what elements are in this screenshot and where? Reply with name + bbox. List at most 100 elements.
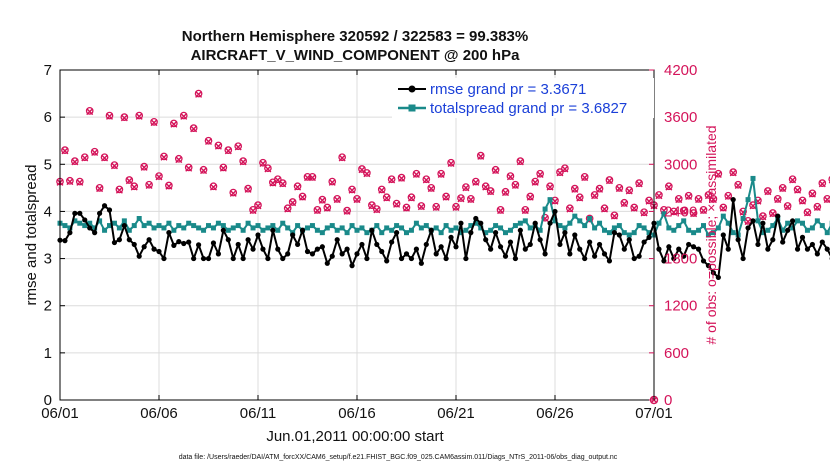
obs-assimilated-point	[115, 186, 123, 194]
obs-assimilated-point	[125, 177, 133, 185]
obs-possible-point	[254, 201, 262, 209]
rmse-point	[656, 246, 662, 252]
data-file-footer: data file: /Users/raeder/DAI/ATM_forcXX/…	[179, 454, 618, 461]
y-tick-label: 3	[44, 251, 52, 268]
axis-ticks	[59, 69, 655, 401]
totalspread-point	[790, 225, 796, 231]
obs-assimilated-point	[378, 186, 386, 194]
rmse-point	[280, 255, 286, 262]
rmse-point	[418, 260, 424, 266]
obs-possible-point	[229, 188, 238, 197]
obs-possible-point	[664, 182, 673, 191]
totalspread-point	[567, 220, 573, 226]
obs-possible-point	[392, 199, 401, 208]
obs-possible-point	[476, 151, 485, 160]
obs-assimilated-point	[91, 149, 99, 156]
obs-assimilated-point	[556, 169, 564, 177]
obs-assimilated-point	[492, 167, 500, 175]
obs-possible-point	[293, 182, 302, 191]
obs-possible-point	[486, 187, 495, 195]
obs-possible-point	[402, 203, 411, 212]
totalspread-point	[572, 213, 578, 219]
rmse-point	[200, 255, 207, 262]
obs-possible-point	[531, 177, 540, 186]
rmse-point	[364, 255, 370, 262]
rmse-point	[215, 251, 221, 257]
rmse-point	[814, 251, 820, 257]
obs-possible-point	[95, 184, 104, 192]
rmse-point	[547, 220, 553, 226]
obs-possible-point	[669, 207, 678, 216]
totalspread-point	[522, 218, 528, 224]
obs-possible-point	[778, 184, 787, 192]
rmse-point	[557, 241, 563, 248]
x-tick-label: 06/26	[536, 405, 574, 422]
obs-possible-point	[174, 154, 183, 163]
rmse-point	[339, 251, 345, 257]
rmse-point	[517, 227, 523, 233]
obs-assimilated-point	[665, 183, 673, 191]
obs-possible-point	[155, 172, 163, 180]
metric-series	[57, 175, 830, 281]
obs-possible-point	[536, 169, 545, 178]
y2-tick-label: 4200	[664, 62, 697, 79]
rmse-point	[126, 237, 132, 243]
totalspread-point	[542, 206, 548, 212]
rmse-point	[497, 244, 504, 250]
totalspread-point	[87, 220, 93, 226]
obs-possible-point	[422, 175, 431, 184]
rmse-point	[408, 255, 415, 262]
totalspread-point	[92, 225, 98, 231]
totalspread-point	[785, 220, 791, 226]
obs-assimilated-point	[393, 200, 401, 208]
rmse-point	[101, 203, 108, 209]
obs-possible-point	[412, 169, 421, 178]
totalspread-point	[715, 225, 721, 231]
totalspread-point	[309, 223, 315, 229]
obs-assimilated-point	[566, 205, 574, 213]
obs-assimilated-point	[774, 196, 782, 204]
totalspread-point	[666, 225, 672, 231]
obs-assimilated-point	[145, 182, 153, 189]
totalspread-point	[512, 223, 518, 229]
obs-possible-point	[397, 173, 406, 182]
obs-possible-point	[199, 165, 208, 174]
obs-possible-point	[516, 157, 525, 165]
obs-assimilated-point	[789, 176, 797, 184]
obs-possible-point	[501, 187, 510, 196]
obs-possible-point	[570, 184, 579, 193]
totalspread-point	[804, 227, 810, 233]
rmse-point	[799, 234, 806, 240]
totalspread-point	[611, 225, 617, 231]
obs-assimilated-point	[729, 169, 737, 177]
obs-assimilated-point	[279, 180, 287, 188]
obs-possible-point	[689, 209, 698, 217]
rmse-point	[260, 246, 266, 252]
obs-possible-point	[338, 153, 346, 162]
rmse-point	[131, 241, 137, 248]
rmse-point	[285, 251, 291, 257]
obs-assimilated-point	[536, 171, 544, 178]
obs-assimilated-point	[209, 183, 217, 191]
obs-possible-point	[763, 187, 772, 195]
obs-assimilated-point	[269, 179, 277, 187]
obs-assimilated-point	[487, 188, 495, 196]
obs-assimilated-point	[447, 160, 455, 167]
totalspread-point	[577, 218, 583, 224]
obs-assimilated-point	[264, 165, 272, 173]
totalspread-point	[245, 220, 251, 226]
totalspread-point	[418, 225, 424, 231]
rmse-point	[121, 222, 127, 229]
totalspread-point	[443, 223, 449, 229]
x-tick-label: 06/16	[338, 405, 376, 422]
rmse-point	[250, 246, 256, 252]
rmse-point	[636, 253, 642, 259]
obs-assimilated-point	[759, 213, 767, 221]
obs-possible-point	[363, 169, 371, 177]
obs-assimilated-point	[363, 170, 371, 178]
totalspread-point	[107, 223, 112, 229]
rmse-point	[512, 255, 519, 262]
rmse-point	[156, 248, 162, 255]
rmse-point	[601, 251, 608, 257]
obs-assimilated-point	[150, 119, 158, 127]
